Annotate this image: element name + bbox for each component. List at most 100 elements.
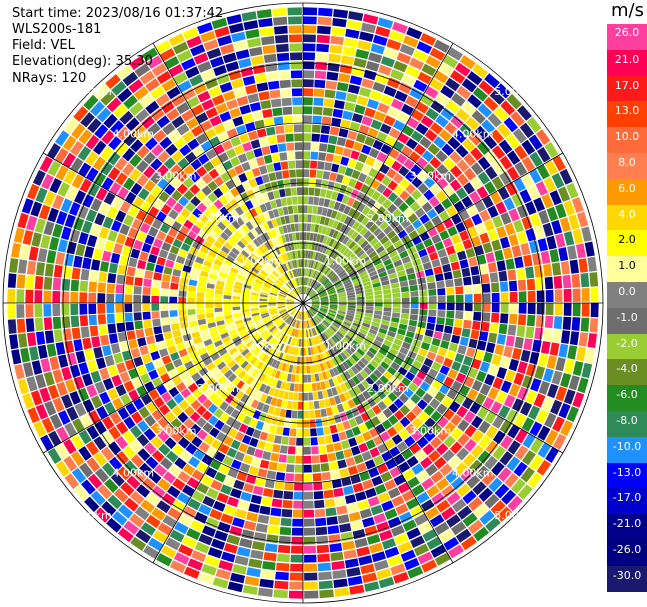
velocity-gate xyxy=(28,246,39,261)
velocity-gate xyxy=(399,416,411,428)
velocity-gate xyxy=(270,311,278,316)
velocity-gate xyxy=(130,139,144,153)
velocity-gate xyxy=(446,491,461,506)
velocity-gate xyxy=(312,303,320,305)
velocity-gate xyxy=(500,212,512,225)
velocity-gate xyxy=(566,406,579,423)
velocity-gate xyxy=(270,272,278,279)
velocity-gate xyxy=(408,230,419,240)
velocity-gate xyxy=(499,236,511,249)
velocity-gate xyxy=(552,155,566,172)
velocity-gate xyxy=(303,347,306,356)
velocity-gate xyxy=(286,224,292,233)
velocity-gate xyxy=(250,253,259,261)
velocity-gate xyxy=(170,316,179,324)
velocity-gate xyxy=(340,274,349,281)
colorbar-tick-label: 0.0 xyxy=(618,285,636,298)
velocity-gate xyxy=(317,273,324,282)
velocity-gate xyxy=(213,226,223,235)
velocity-gate xyxy=(96,107,112,123)
velocity-gate xyxy=(315,517,327,527)
velocity-gate xyxy=(344,319,353,325)
velocity-gate xyxy=(389,219,400,229)
velocity-gate xyxy=(264,319,272,325)
velocity-gate xyxy=(411,484,425,497)
velocity-gate xyxy=(438,210,450,222)
velocity-gate xyxy=(170,430,183,443)
velocity-gate xyxy=(347,292,355,296)
velocity-gate xyxy=(459,364,470,375)
velocity-gate xyxy=(144,327,154,337)
velocity-gate xyxy=(340,531,354,542)
velocity-gate xyxy=(487,387,500,400)
velocity-gate xyxy=(283,491,294,500)
velocity-gate xyxy=(382,199,392,209)
velocity-gate xyxy=(455,62,471,77)
velocity-gate xyxy=(98,271,108,283)
velocity-gate xyxy=(170,177,182,189)
velocity-gate xyxy=(197,22,213,35)
velocity-gate xyxy=(255,176,264,186)
velocity-gate xyxy=(261,343,269,351)
velocity-gate xyxy=(318,7,333,17)
velocity-gate xyxy=(284,345,290,354)
velocity-gate xyxy=(307,347,312,356)
velocity-gate xyxy=(387,268,396,275)
velocity-gate xyxy=(178,399,190,411)
velocity-gate xyxy=(268,80,280,90)
velocity-gate xyxy=(250,305,259,309)
velocity-gate xyxy=(332,230,339,239)
velocity-gate xyxy=(235,322,245,329)
velocity-gate xyxy=(517,105,532,121)
velocity-gate xyxy=(263,552,277,562)
velocity-gate xyxy=(348,218,356,228)
velocity-gate xyxy=(203,39,219,51)
range-ring-label: 3.00km xyxy=(155,170,197,183)
velocity-gate xyxy=(526,278,536,291)
velocity-gate xyxy=(214,471,227,483)
velocity-gate xyxy=(337,255,345,263)
velocity-gate xyxy=(292,279,297,287)
velocity-gate xyxy=(503,117,518,133)
velocity-gate xyxy=(306,311,310,319)
velocity-gate xyxy=(516,268,526,280)
velocity-gate xyxy=(70,315,80,328)
velocity-gate xyxy=(245,221,254,231)
velocity-gate xyxy=(496,334,507,345)
velocity-gate xyxy=(310,151,319,160)
velocity-gate xyxy=(378,328,388,335)
velocity-gate xyxy=(77,146,92,161)
velocity-gate xyxy=(311,306,319,310)
velocity-gate xyxy=(133,356,144,367)
velocity-gate xyxy=(388,192,398,203)
velocity-gate xyxy=(376,231,386,241)
velocity-gate xyxy=(589,272,599,287)
velocity-gate xyxy=(456,447,470,461)
velocity-gate xyxy=(152,530,168,544)
velocity-gate xyxy=(207,547,223,559)
velocity-gate xyxy=(295,347,299,356)
velocity-gate xyxy=(326,443,335,453)
velocity-gate xyxy=(213,144,225,155)
velocity-gate xyxy=(372,159,383,171)
velocity-gate xyxy=(454,353,465,364)
velocity-gate xyxy=(276,52,290,62)
velocity-gate xyxy=(322,235,328,245)
velocity-gate xyxy=(174,457,187,470)
velocity-gate xyxy=(317,25,331,35)
velocity-gate xyxy=(470,162,484,176)
velocity-gate xyxy=(357,331,366,339)
velocity-gate xyxy=(291,410,298,419)
velocity-gate xyxy=(347,305,356,309)
velocity-gate xyxy=(116,126,131,141)
velocity-gate xyxy=(499,420,513,434)
velocity-gate xyxy=(277,207,284,217)
velocity-gate xyxy=(500,303,509,313)
velocity-gate xyxy=(22,362,34,378)
velocity-gate xyxy=(289,308,296,314)
velocity-gate xyxy=(297,277,301,286)
velocity-gate xyxy=(277,296,286,300)
velocity-gate xyxy=(307,320,311,328)
velocity-gate xyxy=(164,411,176,423)
velocity-gate xyxy=(324,267,331,275)
